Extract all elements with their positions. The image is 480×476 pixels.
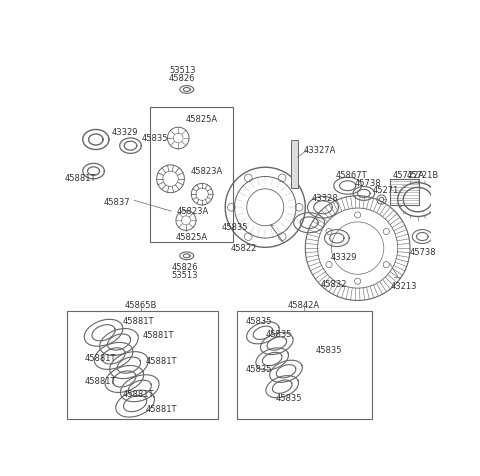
Text: 45881T: 45881T [65, 174, 96, 183]
Bar [291, 140, 298, 188]
Text: 45842A: 45842A [288, 301, 320, 310]
Bar [237, 311, 372, 419]
Text: 45835: 45835 [275, 395, 302, 403]
Text: 43327A: 43327A [304, 146, 336, 155]
Text: 53513: 53513 [169, 66, 195, 75]
Text: 45835: 45835 [221, 223, 248, 232]
Text: 45881T: 45881T [146, 405, 178, 414]
Text: 45881T: 45881T [123, 317, 154, 327]
Text: 45822: 45822 [230, 244, 257, 253]
Text: 45825A: 45825A [175, 233, 207, 242]
Text: 45738: 45738 [355, 179, 381, 188]
Text: 53513: 53513 [171, 271, 198, 280]
Text: 45837: 45837 [104, 198, 130, 207]
Text: 43329: 43329 [331, 253, 357, 262]
Bar [390, 179, 419, 205]
Text: 45881T: 45881T [146, 357, 178, 367]
Text: 45835: 45835 [246, 317, 273, 327]
Text: 45271: 45271 [373, 187, 399, 196]
Text: 45867T: 45867T [336, 171, 368, 180]
Bar [67, 311, 217, 419]
Text: 45881T: 45881T [143, 331, 174, 340]
Text: 45881T: 45881T [123, 390, 154, 399]
Polygon shape [291, 140, 298, 187]
Text: 45865B: 45865B [124, 301, 156, 310]
Text: 45721B: 45721B [406, 171, 438, 180]
Text: 45881T: 45881T [84, 377, 116, 386]
Text: 45832: 45832 [321, 280, 347, 289]
Text: 45738: 45738 [410, 248, 437, 257]
Text: 45823A: 45823A [177, 207, 209, 216]
Text: 43328: 43328 [312, 194, 338, 203]
Text: 45835: 45835 [246, 365, 273, 374]
Text: 45881T: 45881T [84, 354, 116, 363]
Text: 45835: 45835 [142, 134, 168, 143]
Text: 43213: 43213 [391, 282, 417, 291]
Text: 45835: 45835 [315, 346, 342, 355]
Text: 45835: 45835 [265, 330, 292, 339]
Bar [150, 107, 233, 242]
Text: 45722A: 45722A [392, 171, 424, 180]
Text: 45825A: 45825A [186, 115, 218, 124]
Text: 45826: 45826 [169, 74, 195, 83]
Text: 43329: 43329 [111, 128, 138, 137]
Text: 45823A: 45823A [191, 167, 223, 176]
Text: 45826: 45826 [171, 264, 198, 272]
